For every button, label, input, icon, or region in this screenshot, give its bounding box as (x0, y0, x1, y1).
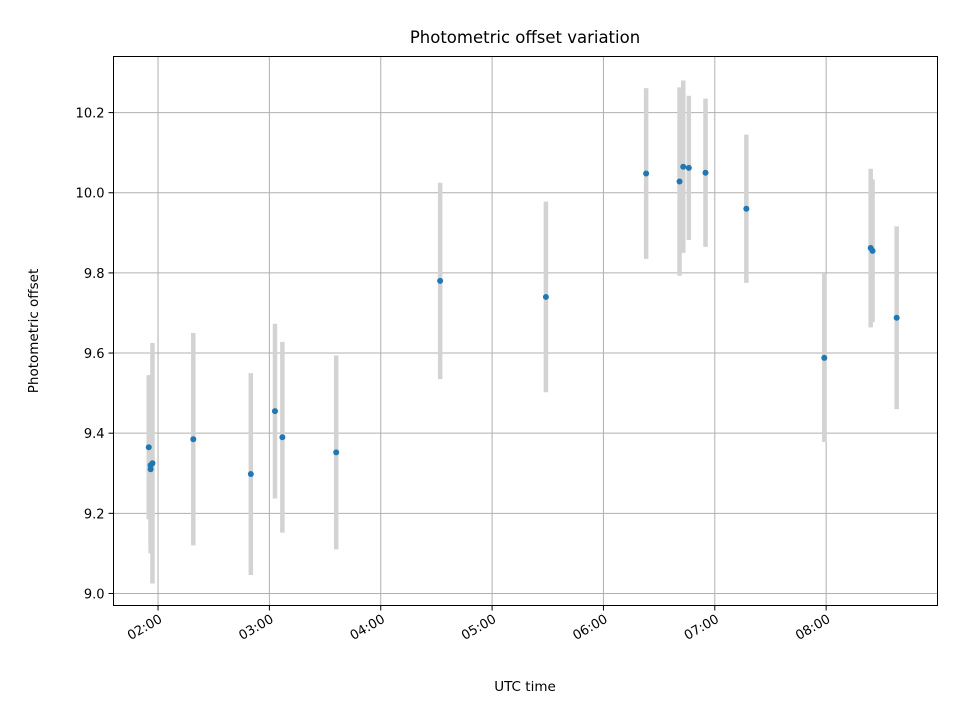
data-point (437, 277, 444, 284)
data-point (702, 169, 709, 176)
data-point (333, 449, 340, 456)
plot-frame (113, 56, 938, 606)
y-tick-label: 9.8 (84, 267, 105, 282)
data-point (542, 293, 549, 300)
y-axis-ticks: 9.0 9.2 9.4 9.6 9.8 10.0 10.2 (76, 107, 114, 602)
data-point (743, 205, 750, 212)
data-point (676, 178, 683, 185)
x-axis-label: UTC time (494, 679, 556, 695)
data-point (247, 471, 254, 478)
data-point (149, 460, 156, 467)
data-point (147, 466, 154, 473)
chart-title: Photometric offset variation (410, 28, 640, 47)
data-point (190, 436, 197, 443)
data-point (893, 314, 900, 321)
y-tick-label: 10.0 (76, 187, 105, 202)
grid (113, 56, 938, 606)
data-point (869, 247, 876, 254)
y-tick-label: 9.2 (84, 507, 105, 522)
data-point (145, 444, 152, 451)
y-tick-label: 10.2 (76, 107, 105, 122)
y-tick-label: 9.4 (84, 427, 105, 442)
data-point (643, 170, 650, 177)
data-point (279, 434, 286, 441)
data-point (821, 354, 828, 361)
y-tick-label: 9.6 (84, 347, 105, 362)
data-point (680, 163, 687, 170)
y-tick-label: 9.0 (84, 587, 105, 602)
y-axis-label: Photometric offset (26, 269, 42, 393)
data-point (685, 164, 692, 171)
data-point (271, 408, 278, 415)
data-points (145, 163, 900, 478)
